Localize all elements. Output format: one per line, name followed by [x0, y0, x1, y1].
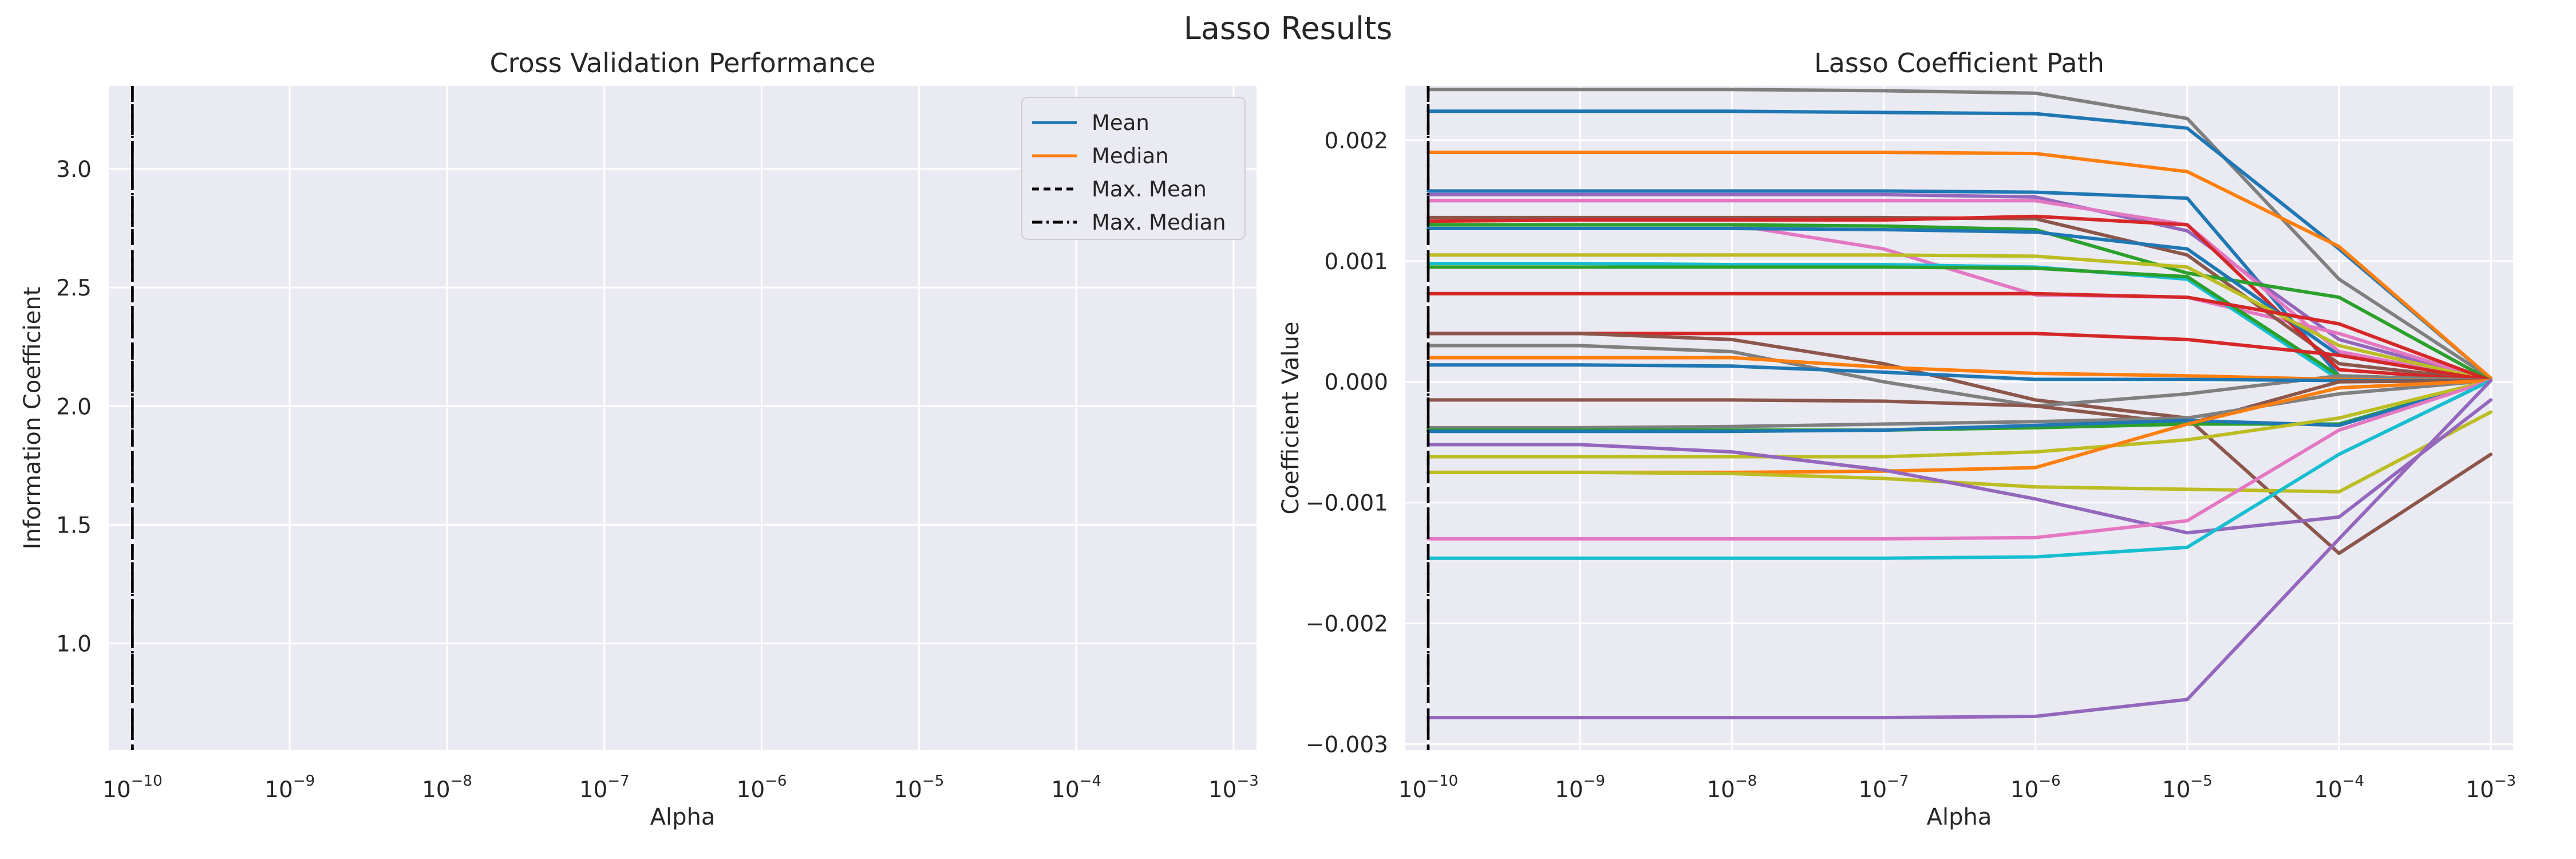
- x-tick-label: 10−10: [1398, 773, 1459, 803]
- y-tick-label: −0.002: [1306, 612, 1388, 637]
- series-line-28: [1426, 379, 2493, 541]
- y-tick-label: 0.001: [1324, 249, 1388, 275]
- x-tick-label: 10−4: [2314, 773, 2364, 803]
- y-tick-label: 0.000: [1324, 370, 1388, 396]
- legend-box: [1021, 97, 1246, 240]
- x-tick-label: 10−3: [2466, 773, 2516, 803]
- plot-area: [1405, 86, 2513, 750]
- x-tick-label: 10−7: [579, 773, 630, 803]
- figure-title: Lasso Results: [1184, 10, 1393, 46]
- series-line-14: [1426, 291, 2493, 383]
- legend-label: Max. Median: [1092, 210, 1226, 235]
- series-line-13: [1426, 265, 2493, 383]
- series-line-30: [1426, 379, 2493, 720]
- x-tick-label: 10−3: [1208, 773, 1259, 803]
- x-tick-label: 10−5: [2162, 773, 2212, 803]
- x-tick-label: 10−10: [102, 773, 163, 803]
- series-line-9: [1426, 223, 2493, 383]
- series-line-23: [1426, 379, 2493, 434]
- series-line-29: [1426, 379, 2493, 560]
- x-tick-label: 10−6: [737, 773, 787, 803]
- panel-title: Lasso Coefficient Path: [1814, 48, 2104, 78]
- series-line-2: [1426, 151, 2493, 380]
- series-line-4: [1426, 192, 2493, 383]
- series-line-1: [1426, 109, 2493, 380]
- x-tick-label: 10−5: [894, 773, 944, 803]
- series-line-0: [1426, 88, 2493, 380]
- y-axis-label: Coefficient Value: [1278, 322, 1304, 515]
- y-tick-label: 1.0: [56, 632, 92, 657]
- y-tick-label: 3.0: [56, 157, 92, 183]
- series-line-5: [1426, 199, 2493, 383]
- series-line-12: [1426, 262, 2493, 383]
- cv-performance-panel: 10−10 10−9 10−8 10−7 10−6 10−5 10−4 10−3 1.0 1.5 2…: [19, 48, 1259, 830]
- legend: Mean Median Max. Mean Max. Median: [1021, 97, 1246, 240]
- legend-label: Median: [1092, 144, 1169, 168]
- x-tick-label: 10−9: [1555, 773, 1605, 803]
- series-line-8: [1426, 214, 2493, 383]
- x-axis-label: Alpha: [1927, 804, 1992, 830]
- coefficient-path-panel: 10−10 10−9 10−8 10−7 10−6 10−5 10−4 10−3 −0.003 −…: [1278, 48, 2516, 830]
- series-line-26: [1426, 410, 2493, 494]
- series-line-11: [1426, 253, 2493, 383]
- x-axis-label: Alpha: [650, 804, 716, 830]
- series-line-16: [1426, 332, 2493, 555]
- series-line-20: [1426, 379, 2493, 426]
- y-tick-label: −0.003: [1306, 732, 1388, 758]
- legend-label: Mean: [1092, 111, 1149, 135]
- panel-title: Cross Validation Performance: [490, 48, 876, 78]
- series-line-21: [1426, 379, 2493, 430]
- x-tick-label: 10−9: [264, 773, 315, 803]
- y-tick-label: −0.001: [1306, 491, 1388, 517]
- x-tick-label: 10−4: [1051, 773, 1101, 803]
- y-axis-label: Information Coefficient: [19, 287, 46, 550]
- x-tick-label: 10−6: [2010, 773, 2061, 803]
- y-tick-label: 1.5: [56, 513, 92, 538]
- y-tick-label: 2.0: [56, 394, 92, 420]
- y-tick-label: 0.002: [1324, 128, 1388, 154]
- series-line-27: [1426, 398, 2493, 535]
- series-line-24: [1426, 379, 2493, 459]
- x-tick-label: 10−8: [422, 773, 472, 803]
- x-tick-label: 10−8: [1706, 773, 1757, 803]
- series-line-19: [1426, 363, 2493, 383]
- x-tick-label: 10−7: [1859, 773, 1909, 803]
- legend-label: Max. Mean: [1092, 177, 1207, 202]
- y-tick-label: 2.5: [56, 275, 92, 301]
- series-line-10: [1426, 226, 2493, 383]
